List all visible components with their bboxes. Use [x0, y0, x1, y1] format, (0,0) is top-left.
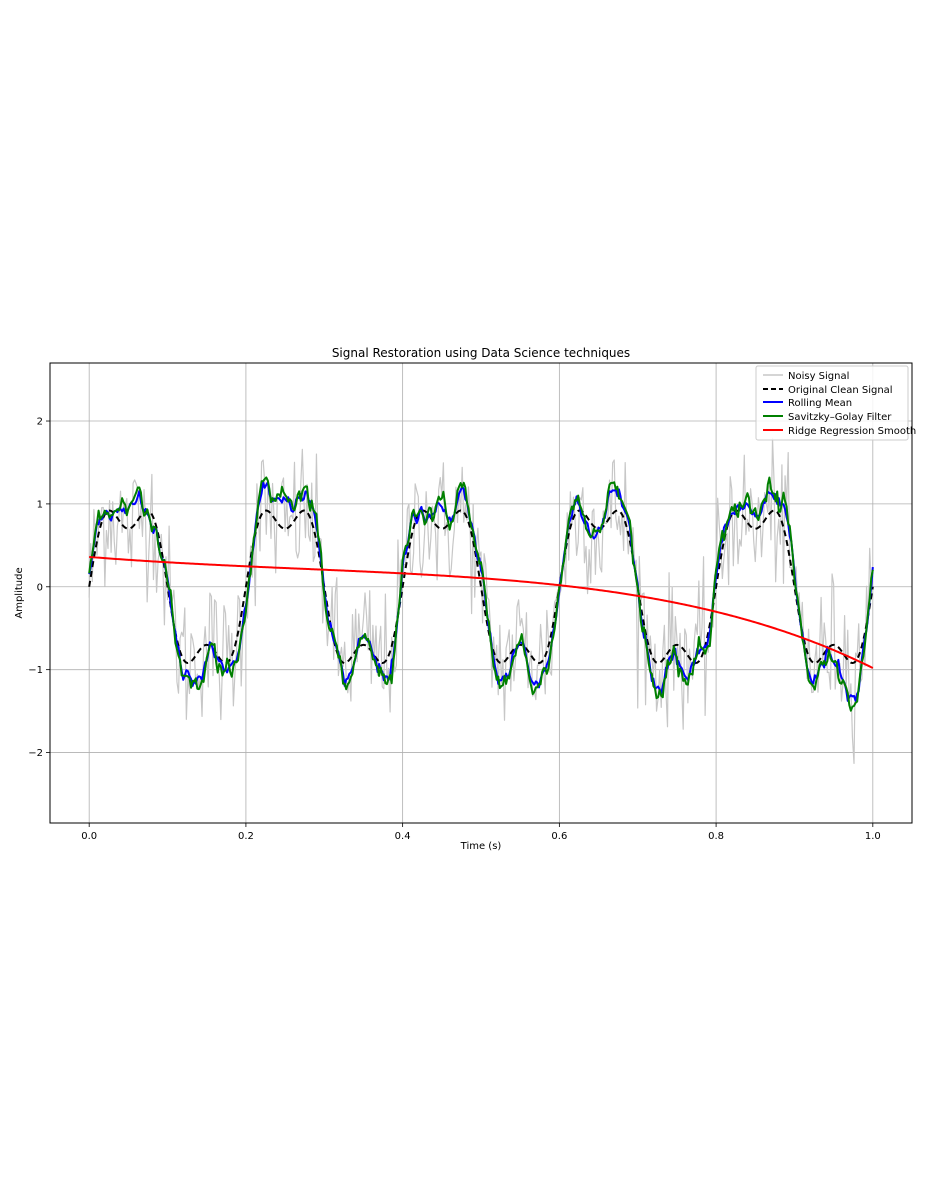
plot-series — [88, 437, 874, 765]
series-savgol-filter — [88, 476, 874, 712]
series-ridge-smooth — [89, 555, 874, 669]
chart-title: Signal Restoration using Data Science te… — [332, 346, 630, 360]
legend-box — [755, 365, 909, 441]
plot-frame — [49, 362, 913, 824]
x-tick-label: 0.2 — [238, 831, 254, 842]
y-tick-label: 1 — [37, 499, 43, 510]
y-tick-label: −1 — [28, 665, 43, 676]
legend-label-savgol: Savitzky–Golay Filter — [788, 412, 892, 423]
legend-label-clean: Original Clean Signal — [788, 385, 893, 396]
x-tick-label: 0.4 — [395, 831, 411, 842]
x-tick-label: 0.8 — [708, 831, 724, 842]
chart-legend: Noisy Signal Original Clean Signal Rolli… — [755, 365, 916, 441]
legend-label-ridge: Ridge Regression Smooth — [788, 426, 916, 437]
y-axis-label: Amplitude — [14, 567, 25, 618]
axis-ticks: 0.0 0.2 0.4 0.6 0.8 1.0 −2 −1 0 1 2 — [28, 417, 881, 842]
x-axis-label: Time (s) — [460, 841, 502, 852]
x-tick-label: 1.0 — [865, 831, 881, 842]
legend-label-rolling: Rolling Mean — [788, 398, 852, 409]
y-tick-label: 0 — [37, 582, 43, 593]
y-tick-label: 2 — [37, 417, 43, 428]
x-tick-label: 0.6 — [551, 831, 567, 842]
y-tick-label: −2 — [28, 748, 43, 759]
series-noisy-signal — [88, 437, 874, 765]
series-clean-signal — [88, 509, 874, 665]
legend-label-noisy: Noisy Signal — [788, 371, 849, 382]
x-tick-label: 0.0 — [81, 831, 97, 842]
